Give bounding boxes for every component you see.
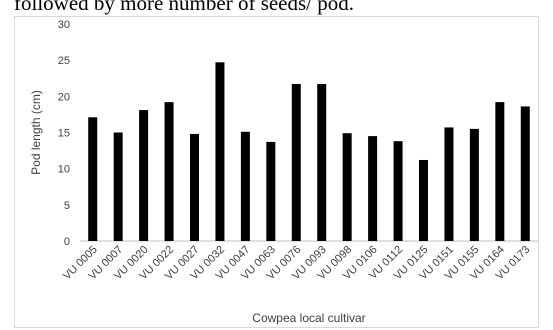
y-tick-label: 0: [64, 236, 70, 248]
bar: [469, 128, 479, 241]
bar: [520, 106, 530, 242]
y-tick-label: 30: [58, 19, 70, 31]
y-tick-label: 15: [58, 128, 70, 140]
bar: [291, 84, 301, 241]
x-axis-title: Cowpea local cultivar: [252, 311, 365, 325]
bar: [444, 127, 454, 241]
bar: [495, 102, 505, 242]
bar: [88, 117, 98, 241]
y-tick-label: 5: [64, 200, 70, 212]
bar: [317, 84, 327, 241]
bar: [215, 62, 225, 241]
bar: [240, 131, 250, 241]
bars: [88, 62, 530, 242]
bar: [342, 133, 352, 241]
bar: [266, 141, 276, 241]
y-tick-label: 10: [58, 164, 70, 176]
bar: [419, 159, 428, 241]
caption-text: followed by more number of seeds/ pod.: [14, 0, 355, 15]
y-tick-label: 25: [58, 55, 70, 67]
y-tick-label: 20: [58, 91, 70, 103]
bar: [113, 132, 123, 241]
y-axis-ticks: 0 5 10 15 20 25 30: [58, 19, 70, 248]
bar: [164, 102, 174, 242]
bar: [368, 136, 378, 241]
bar: [190, 133, 199, 241]
bar: [139, 110, 149, 242]
bar: [393, 141, 403, 241]
y-axis-title: Pod length (cm): [29, 90, 43, 175]
